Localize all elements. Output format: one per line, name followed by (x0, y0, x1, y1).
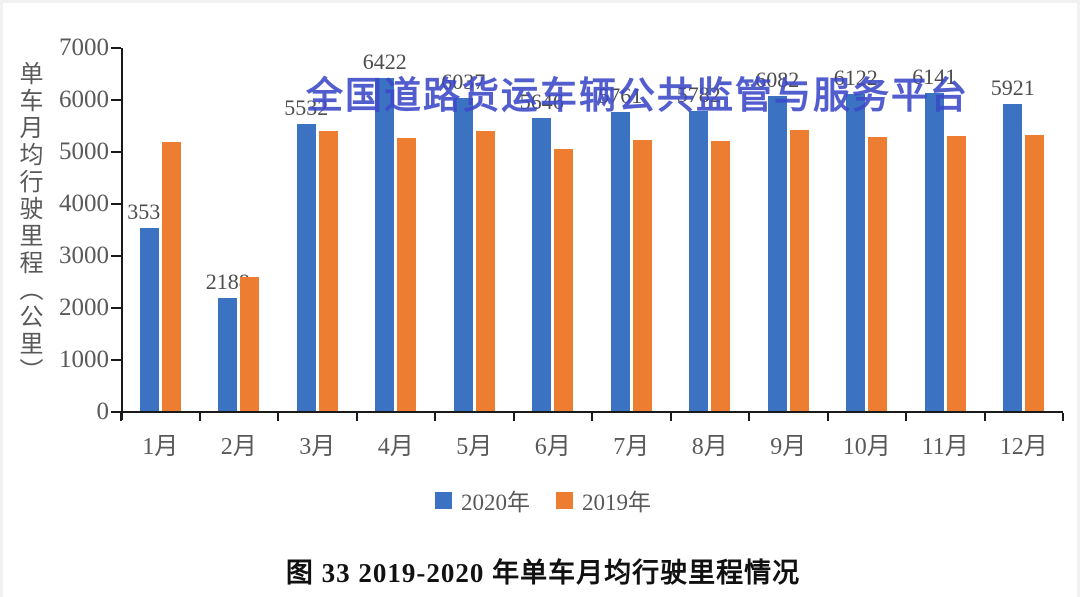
bar-2020 (924, 92, 944, 411)
bar-value-label: 5921 (990, 75, 1035, 101)
y-tick-mark (111, 255, 121, 257)
bar-2019 (397, 137, 417, 411)
y-tick-label: 3000 (59, 242, 109, 269)
x-tick-label: 5月 (456, 434, 493, 460)
x-tick-mark (591, 413, 593, 421)
legend-label: 2020年 (461, 490, 530, 515)
y-tick-label: 6000 (59, 86, 109, 113)
legend: 2020年 2019年 (3, 483, 1077, 517)
y-tick-label: 5000 (59, 138, 109, 165)
x-tick-label: 3月 (299, 434, 336, 460)
bar-2019 (318, 131, 338, 411)
y-tick-label: 7000 (59, 34, 109, 61)
x-tick-mark (277, 413, 279, 421)
bar-2019 (632, 140, 652, 411)
y-axis-title: 单车月均行驶里程（公里） (15, 61, 41, 385)
y-tick-label: 2000 (59, 294, 109, 321)
bar-2019 (240, 277, 260, 411)
bar-value-label: 6037 (441, 69, 486, 95)
legend-item: 2019年 (556, 483, 651, 517)
x-tick-label: 6月 (534, 434, 571, 460)
x-tick-label: 9月 (770, 434, 807, 460)
bar-2019 (475, 131, 495, 411)
bar-value-label: 2188 (205, 269, 250, 295)
x-axis-line (121, 411, 1063, 413)
watermark-text: 全国道路货运车辆公共监管与服务平台 (306, 75, 969, 116)
y-axis-line (121, 48, 123, 420)
legend-item: 2020年 (435, 483, 530, 517)
legend-label: 2019年 (582, 490, 651, 515)
bar-2020 (767, 95, 787, 411)
y-tick-mark (111, 47, 121, 49)
y-tick-label: 1000 (59, 346, 109, 373)
bar-2019 (1025, 134, 1045, 411)
legend-swatch (556, 491, 573, 509)
bar-2019 (789, 130, 809, 411)
y-tick-mark (111, 151, 121, 153)
x-tick-label: 12月 (999, 434, 1048, 460)
x-tick-label: 7月 (613, 434, 650, 460)
x-tick-mark (434, 413, 436, 421)
y-tick-label: 4000 (59, 190, 109, 217)
bar-2020 (610, 112, 630, 411)
y-tick-mark (111, 359, 121, 361)
figure-caption: 图 33 2019-2020 年单车月均行驶里程情况 (285, 558, 801, 588)
bar-2020 (1003, 104, 1023, 411)
y-tick-mark (111, 411, 121, 413)
bar-2019 (868, 137, 888, 411)
y-tick-mark (111, 307, 121, 309)
bar-2020 (218, 298, 238, 411)
x-tick-mark (669, 413, 672, 421)
x-tick-mark (1062, 413, 1064, 421)
x-tick-mark (120, 413, 122, 421)
bar-value-label: 6082 (755, 66, 800, 92)
x-tick-mark (905, 413, 907, 421)
bar-value-label: 5761 (598, 83, 643, 109)
bar-2020 (139, 228, 159, 411)
bar-2020 (453, 98, 473, 411)
bar-2020 (296, 124, 316, 411)
bar-value-label: 6422 (362, 49, 407, 75)
x-tick-mark (983, 413, 986, 421)
bar-value-label: 5646 (519, 89, 564, 115)
x-tick-label: 1月 (142, 434, 179, 460)
bar-2019 (946, 136, 966, 411)
bar-value-label: 5532 (284, 95, 329, 121)
x-tick-mark (748, 413, 750, 421)
bar-2020 (689, 111, 709, 411)
x-tick-mark (512, 413, 515, 421)
x-tick-label: 8月 (691, 434, 728, 460)
y-tick-mark (111, 203, 121, 205)
x-tick-mark (198, 413, 201, 421)
x-tick-label: 4月 (377, 434, 414, 460)
bar-2020 (375, 78, 395, 411)
bar-2020 (532, 118, 552, 411)
x-tick-label: 2月 (220, 434, 257, 460)
bar-value-label: 3531 (127, 199, 172, 225)
legend-swatch (435, 491, 452, 509)
bar-value-label: 6141 (912, 63, 957, 89)
x-tick-label: 11月 (921, 434, 969, 460)
bar-2019 (554, 148, 574, 411)
y-tick-label: 0 (96, 398, 110, 425)
x-tick-mark (826, 413, 829, 421)
bar-2019 (711, 141, 731, 411)
bar-value-label: 6122 (833, 64, 878, 90)
y-tick-mark (111, 99, 121, 101)
x-tick-label: 10月 (842, 434, 891, 460)
bar-2020 (846, 93, 866, 411)
bar-value-label: 5782 (676, 82, 721, 108)
x-tick-mark (355, 413, 358, 421)
bar-2019 (161, 141, 181, 411)
